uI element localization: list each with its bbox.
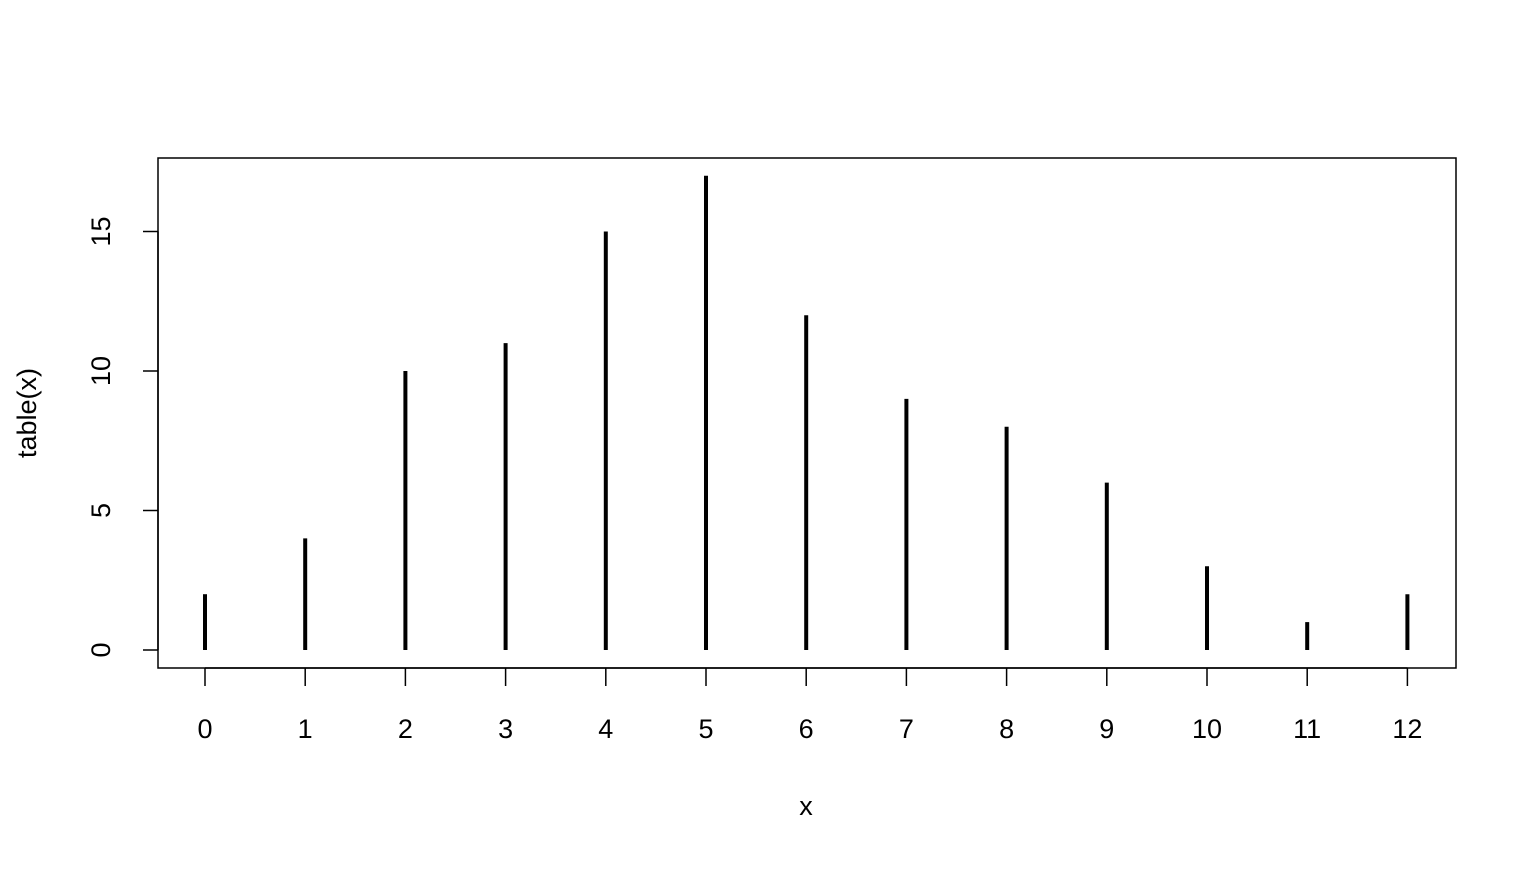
x-tick-label: 5: [698, 714, 713, 744]
x-tick-label: 9: [1099, 714, 1114, 744]
y-tick-label: 10: [86, 356, 116, 386]
x-tick-label: 7: [899, 714, 914, 744]
x-axis: 0 1 2 3 4 5 6 7 8 9 10 11 12: [197, 667, 1422, 744]
x-tick-label: 4: [598, 714, 613, 744]
x-tick-label: 8: [999, 714, 1014, 744]
x-tick-label: 2: [398, 714, 413, 744]
y-axis-label: table(x): [12, 368, 42, 458]
y-axis: 0 5 10 15: [86, 216, 159, 658]
y-tick-label: 5: [86, 503, 116, 518]
spikes: [203, 175, 1410, 650]
x-tick-label: 10: [1192, 714, 1222, 744]
x-tick-label: 11: [1293, 714, 1321, 744]
x-tick-label: 3: [498, 714, 513, 744]
x-tick-label: 6: [799, 714, 814, 744]
y-tick-label: 15: [86, 216, 116, 246]
x-tick-label: 1: [298, 714, 313, 744]
y-tick-label: 0: [86, 642, 116, 657]
x-tick-label: 12: [1392, 714, 1422, 744]
x-axis-label: x: [799, 791, 813, 821]
x-tick-label: 0: [197, 714, 212, 744]
